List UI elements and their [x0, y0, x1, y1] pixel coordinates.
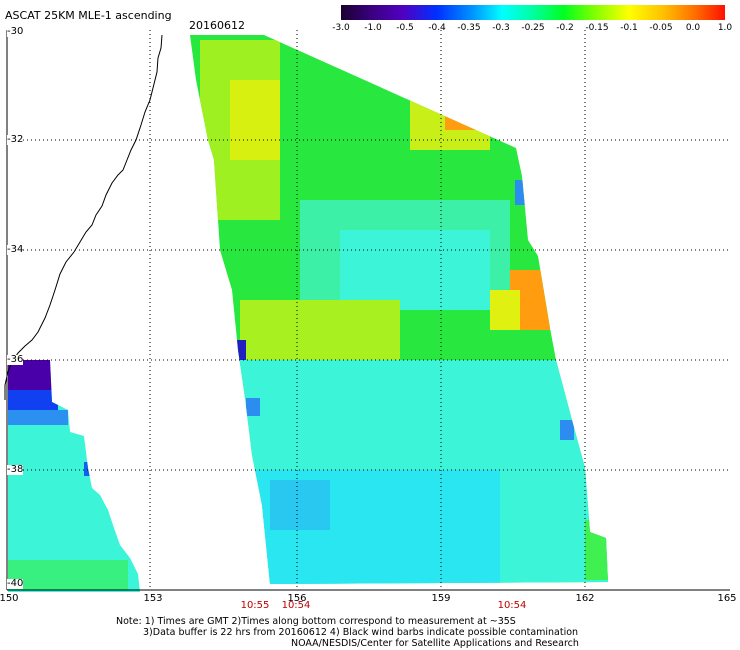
lon-label-165: 165	[717, 593, 737, 604]
note-line-1: Note: 1) Times are GMT 2)Times along bot…	[116, 616, 516, 627]
pass-time-2: 10:54	[281, 600, 311, 611]
lat-label-38: -38	[7, 464, 24, 475]
lon-label-156: 156	[287, 593, 307, 604]
colorbar-tick-label: 1.0	[717, 23, 733, 33]
pass-time-1: 10:55	[240, 600, 270, 611]
wind-swath-main	[190, 35, 608, 584]
coastline	[4, 34, 163, 400]
colorbar-tick-label: -3.0	[332, 23, 350, 33]
lon-label-162: 162	[575, 593, 595, 604]
wind-swath-west	[8, 360, 140, 592]
lon-label-150: 150	[0, 593, 19, 604]
lat-label-40: -40	[7, 578, 24, 589]
lat-label-34: -34	[7, 244, 24, 255]
graticule	[7, 30, 730, 590]
lon-label-153: 153	[143, 593, 163, 604]
colorbar-tick-label: -0.15	[585, 23, 609, 33]
colorbar-tick-label: -0.4	[428, 23, 446, 33]
lat-label-36: -36	[7, 354, 24, 365]
lat-label-32: -32	[7, 134, 24, 145]
colorbar: -3.0 -1.0 -0.5 -0.4 -0.35 -0.3 -0.25 -0.2 -0.15 -…	[332, 5, 732, 33]
colorbar-tick-label: -0.1	[620, 23, 638, 33]
colorbar-tick-label: -0.25	[521, 23, 545, 33]
colorbar-tick-label: 0.0	[685, 23, 701, 33]
colorbar-gradient	[341, 5, 725, 20]
pass-time-3: 10:54	[497, 600, 527, 611]
note-line-2: 3)Data buffer is 22 hrs from 20160612 4)…	[143, 627, 579, 638]
colorbar-tick-label: -0.35	[457, 23, 481, 33]
colorbar-tick-label: -0.3	[492, 23, 510, 33]
colorbar-tick-label: -1.0	[364, 23, 382, 33]
colorbar-tick-label: -0.2	[556, 23, 574, 33]
lat-label-30: -30	[7, 26, 24, 37]
figure-date: 20160612	[189, 19, 245, 32]
note-line-3: NOAA/NESDIS/Center for Satellite Applica…	[291, 638, 579, 649]
lon-label-159: 159	[431, 593, 451, 604]
colorbar-tick-label: -0.5	[396, 23, 414, 33]
figure-title: ASCAT 25KM MLE-1 ascending	[5, 9, 172, 22]
colorbar-tick-label: -0.05	[649, 23, 673, 33]
